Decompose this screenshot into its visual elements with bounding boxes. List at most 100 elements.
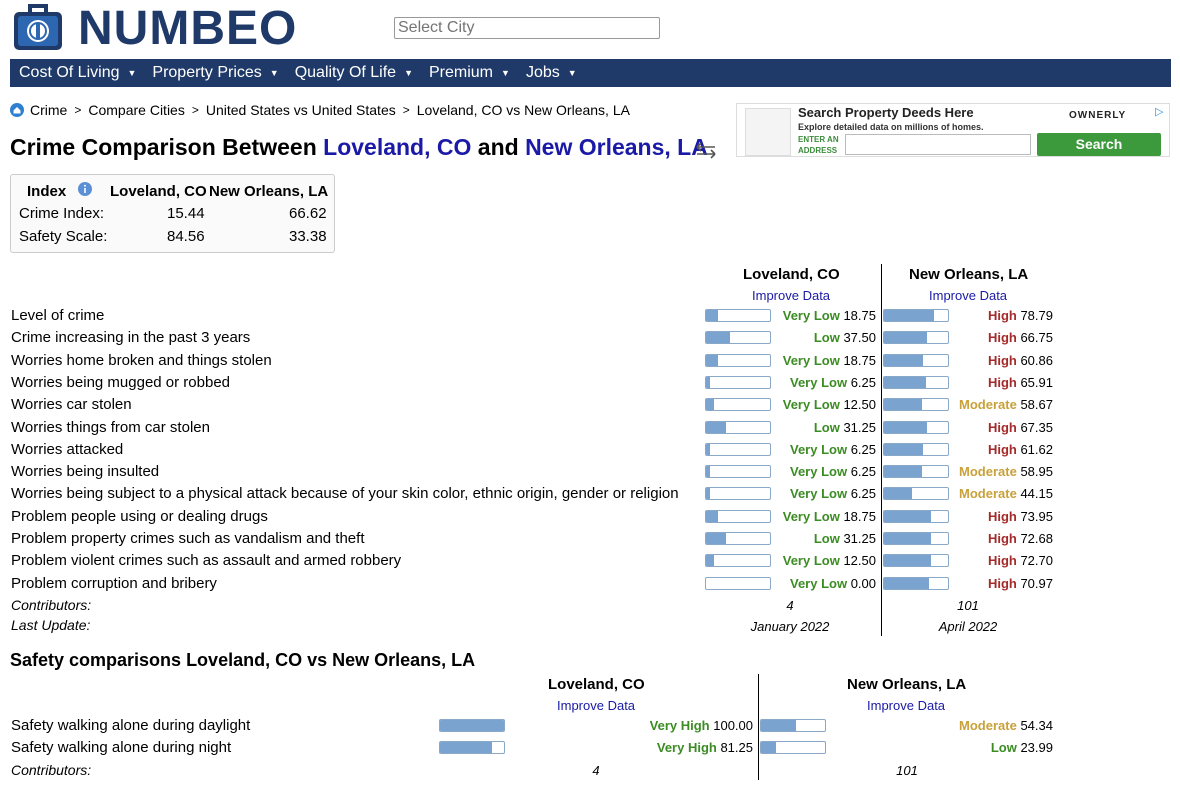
row-label: Worries home broken and things stolen [11,351,272,369]
rating-level: Very Low [789,575,848,591]
rating-value-city2: High 67.35 [988,420,1053,435]
rating-number: 18.75 [843,308,876,323]
rating-bar-fill [706,555,714,567]
safety-scale-label: Safety Scale: [19,228,108,245]
ad-thumbnail [745,108,791,156]
rating-bar-city2 [883,353,949,367]
rating-level: Very High [656,740,717,756]
rating-number: 73.95 [1020,508,1053,524]
rating-level: Moderate [959,397,1017,413]
rating-bar-fill [884,577,930,589]
contributors-city2: 101 [957,598,979,613]
rating-number: 6.25 [850,464,876,480]
rating-level: Very Low [789,486,848,502]
nav-property-prices[interactable]: Property Prices ▼ [152,64,279,81]
breadcrumb-current: Loveland, CO vs New Orleans, LA [416,102,630,118]
rating-bar-city2 [883,331,949,345]
rating-bar-city1 [705,509,771,523]
rating-level: Very High [649,718,710,733]
safety-improve-link-city1[interactable]: Improve Data [557,698,636,713]
rating-number: 67.35 [1020,419,1053,435]
ad-brand: OWNERLY [1069,110,1127,121]
crime-table-city1-header: Loveland, CO [743,266,840,283]
rating-level: Moderate [959,464,1017,480]
breadcrumb-compare-cities[interactable]: Compare Cities [88,102,185,118]
city-search-input[interactable] [394,17,660,39]
title-city2-link[interactable]: New Orleans, LA [525,134,708,160]
rating-number: 58.67 [1020,397,1053,413]
rating-value-city1: Very Low 6.25 [790,486,876,501]
rating-bar-fill [884,376,927,388]
ad-banner[interactable]: Search Property Deeds Here Explore detai… [736,103,1170,157]
rating-bar-city2 [883,532,949,545]
index-header-label: Index [27,183,67,200]
rating-value-city1: Very Low 12.50 [783,397,876,412]
logo-text[interactable]: NUMBEO [78,2,298,55]
safety-improve-link-city2[interactable]: Improve Data [867,698,946,713]
nav-premium[interactable]: Premium ▼ [429,64,510,81]
rating-bar-city2 [760,741,826,755]
rating-bar-city2 [883,309,949,322]
rating-number: 23.99 [1020,740,1053,756]
last-update-label: Last Update: [11,617,91,633]
rating-number: 70.97 [1020,575,1053,591]
title-city1-link[interactable]: Loveland, CO [323,134,472,160]
rating-bar-city1 [705,554,771,568]
rating-bar-city2 [883,420,949,434]
rating-bar-city1 [705,487,771,501]
rating-bar-city1 [705,309,771,322]
improve-data-link-city1[interactable]: Improve Data [752,288,831,303]
rating-level: High [987,352,1017,368]
last-update-city2: April 2022 [938,619,998,634]
page-title: Crime Comparison Between Loveland, CO an… [10,134,708,160]
numbeo-logo-icon[interactable] [12,2,64,52]
rating-bar-fill [706,533,726,544]
rating-level: Very Low [782,308,840,323]
rating-value-city2: Moderate 44.15 [959,486,1053,501]
ad-search-button[interactable]: Search [1037,133,1161,156]
breadcrumb-crime[interactable]: Crime [30,102,68,118]
rating-value-city1: Very Low 18.75 [783,308,876,323]
swap-cities-icon[interactable] [693,140,719,160]
ad-address-input[interactable] [845,134,1031,155]
home-icon[interactable] [10,103,24,117]
rating-level: Very Low [782,352,840,368]
rating-bar-city2 [883,375,949,389]
rating-level: High [987,508,1017,524]
rating-number: 18.75 [843,508,876,524]
row-label: Problem people using or dealing drugs [11,507,268,525]
rating-bar-fill [884,488,913,500]
rating-bar-fill [884,533,931,544]
nav-jobs[interactable]: Jobs ▼ [525,64,577,81]
nav-cost-of-living[interactable]: Cost Of Living ▼ [19,64,137,81]
caret-down-icon: ▼ [269,68,279,78]
safety-column-divider [758,674,759,780]
rating-number: 81.25 [720,740,753,756]
ad-choices-icon[interactable]: ▷ [1155,106,1164,118]
rating-bar-city1 [705,442,771,456]
rating-level: Moderate [959,718,1017,733]
rating-number: 6.25 [850,486,876,502]
info-icon[interactable] [78,182,92,200]
main-nav: Cost Of Living ▼ Property Prices ▼ Quality… [10,59,1171,87]
rating-bar-city1 [705,532,771,545]
rating-number: 31.25 [843,419,876,435]
nav-quality-of-life[interactable]: Quality Of Life ▼ [294,64,413,81]
row-label: Level of crime [11,307,105,324]
rating-bar-fill [706,510,718,522]
rating-bar-city2 [883,487,949,501]
rating-value-city1: Very Low 6.25 [790,442,876,457]
rating-bar-city1 [439,719,505,732]
rating-bar-city1 [705,353,771,367]
rating-bar-fill [884,555,931,567]
breadcrumb-separator: > [191,103,199,117]
improve-data-link-city2[interactable]: Improve Data [929,288,1008,303]
rating-value-city1: Very Low 12.50 [783,553,876,568]
rating-bar-fill [884,466,922,478]
safety-scale-city1: 84.56 [167,228,205,245]
rating-value-city2: High 65.91 [988,375,1053,390]
breadcrumb-country-pair[interactable]: United States vs United States [205,102,396,118]
safety-contributors-city2: 101 [896,763,918,778]
rating-value-city1: Very Low 6.25 [790,375,876,390]
rating-value-city2: High 60.86 [988,353,1053,368]
